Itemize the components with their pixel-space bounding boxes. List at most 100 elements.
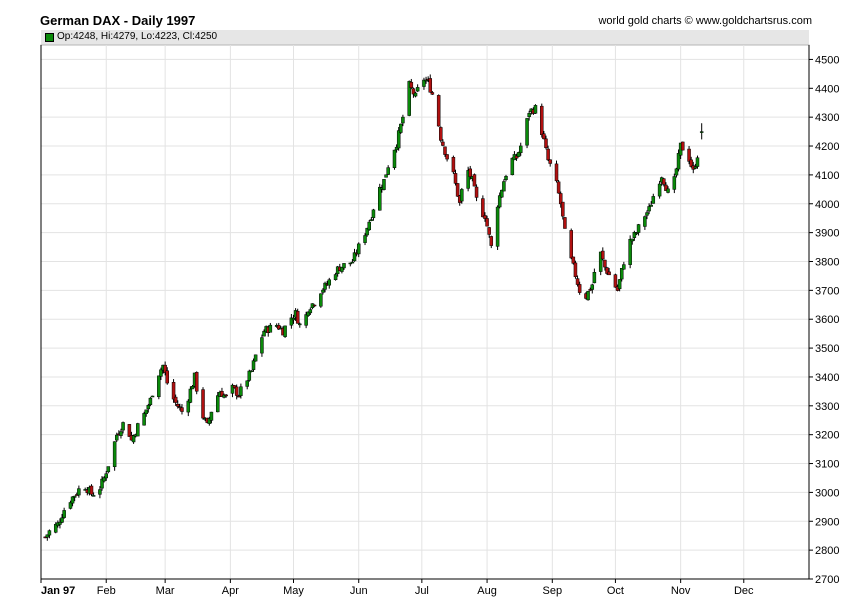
y-tick-label: 4100 bbox=[815, 170, 839, 182]
candle-body bbox=[693, 166, 698, 169]
candle-body bbox=[415, 87, 420, 92]
candle-body bbox=[497, 195, 502, 208]
candle-body bbox=[453, 173, 458, 184]
candle-body bbox=[392, 149, 397, 168]
candle-body bbox=[163, 364, 167, 373]
candle-body bbox=[695, 157, 700, 167]
x-tick-label: Sep bbox=[543, 585, 563, 597]
candle-body bbox=[306, 311, 310, 316]
candle-body bbox=[699, 131, 704, 133]
candle-body bbox=[369, 219, 374, 221]
candle-body bbox=[588, 289, 592, 291]
x-tick-label: Oct bbox=[607, 585, 624, 597]
candle-body bbox=[487, 227, 491, 235]
ohlc-readout: Op:4248, Hi:4279, Lo:4223, Cl:4250 bbox=[57, 31, 218, 42]
candle-body bbox=[485, 218, 489, 227]
candle-body bbox=[201, 389, 205, 419]
candle-body bbox=[215, 395, 220, 413]
candle-body bbox=[327, 279, 332, 286]
candle-body bbox=[630, 238, 635, 242]
candle-body bbox=[114, 434, 119, 441]
y-tick-label: 3100 bbox=[815, 459, 839, 471]
y-tick-label: 3300 bbox=[815, 401, 839, 413]
candle-body bbox=[407, 81, 411, 116]
candle-body bbox=[481, 198, 485, 218]
candle-body bbox=[436, 95, 441, 127]
candle-body bbox=[647, 206, 651, 212]
y-tick-label: 4400 bbox=[815, 83, 839, 95]
candle-body bbox=[592, 272, 597, 284]
candle-body bbox=[643, 216, 647, 227]
y-tick-label: 2900 bbox=[815, 516, 839, 528]
candle-body bbox=[413, 92, 418, 97]
candle-body bbox=[291, 317, 296, 321]
candle-body bbox=[514, 155, 519, 159]
candle-body bbox=[188, 388, 193, 403]
candle-body bbox=[363, 235, 367, 243]
candle-body bbox=[586, 290, 590, 301]
candle-body bbox=[590, 284, 595, 290]
x-tick-label: Dec bbox=[734, 585, 754, 597]
candle-body bbox=[394, 146, 399, 151]
candle-body bbox=[689, 159, 693, 167]
x-tick-label: Nov bbox=[671, 585, 691, 597]
candle-body bbox=[207, 418, 212, 424]
candle-body bbox=[106, 466, 111, 473]
candle-body bbox=[540, 105, 544, 135]
candle-body bbox=[180, 407, 184, 412]
candle-body bbox=[159, 369, 163, 377]
candle-body bbox=[283, 325, 287, 337]
candle-body bbox=[666, 188, 670, 193]
candle-body bbox=[249, 370, 254, 372]
candle-body bbox=[298, 323, 302, 326]
candle-body bbox=[504, 176, 508, 181]
candle-body bbox=[112, 441, 117, 468]
candle-body bbox=[445, 154, 449, 160]
plot-area bbox=[40, 44, 810, 580]
candle-body bbox=[230, 384, 235, 394]
candle-body bbox=[342, 263, 346, 269]
candle-body bbox=[89, 485, 94, 495]
y-tick-label: 4500 bbox=[815, 54, 839, 66]
candle-body bbox=[681, 141, 685, 151]
candle-body bbox=[439, 127, 443, 141]
chart-credit: world gold charts © www.goldchartsrus.co… bbox=[598, 15, 812, 27]
candle-body bbox=[474, 186, 479, 198]
candle-body bbox=[575, 278, 580, 285]
candle-body bbox=[617, 279, 622, 290]
candle-body bbox=[687, 148, 691, 162]
y-tick-label: 3400 bbox=[815, 372, 839, 384]
candle-body bbox=[613, 274, 618, 288]
candle-body bbox=[186, 400, 191, 413]
candle-body bbox=[386, 167, 390, 175]
candle-body bbox=[150, 395, 155, 398]
candle-body bbox=[662, 178, 666, 185]
candle-body bbox=[411, 88, 416, 95]
candle-body bbox=[171, 382, 176, 400]
candle-body bbox=[308, 309, 313, 314]
candle-body bbox=[209, 411, 214, 421]
candle-body bbox=[422, 79, 426, 87]
y-tick-label: 3800 bbox=[815, 256, 839, 268]
candle-body bbox=[451, 156, 456, 173]
candle-body bbox=[173, 396, 178, 403]
x-tick-label: Jul bbox=[415, 585, 429, 597]
candle-body bbox=[245, 380, 249, 387]
candle-body bbox=[45, 534, 50, 538]
candle-body bbox=[224, 394, 228, 397]
candle-body bbox=[573, 262, 578, 278]
candle-body bbox=[253, 354, 258, 362]
candle-body bbox=[176, 403, 180, 407]
y-tick-label: 4200 bbox=[815, 141, 839, 153]
candle-series bbox=[43, 74, 704, 541]
x-tick-label: Jun bbox=[350, 585, 368, 597]
candle-body bbox=[466, 170, 470, 189]
candle-body bbox=[60, 517, 64, 523]
candle-body bbox=[350, 261, 355, 264]
candle-body bbox=[100, 478, 104, 489]
candle-body bbox=[340, 266, 344, 272]
candle-body bbox=[430, 92, 435, 95]
candle-body bbox=[321, 289, 325, 293]
candle-body bbox=[131, 435, 136, 443]
candle-body bbox=[443, 146, 447, 155]
